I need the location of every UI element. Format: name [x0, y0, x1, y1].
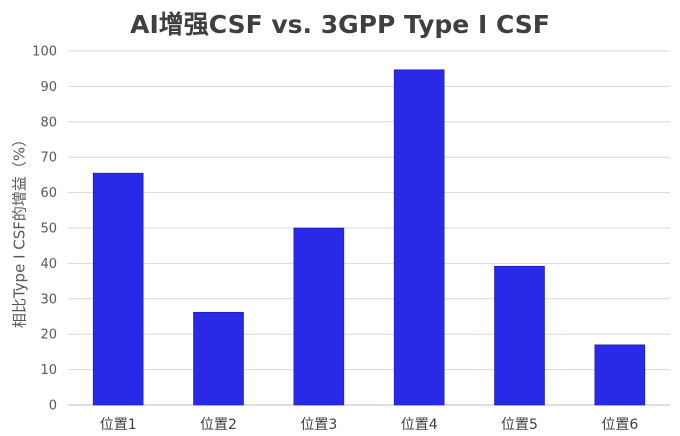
x-tick-label: 位置2: [200, 417, 237, 433]
y-tick-label: 30: [40, 292, 57, 307]
x-axis-ticks: 位置1 位置2 位置3 位置4 位置5 位置6: [100, 417, 639, 433]
x-tick-label: 位置3: [300, 417, 337, 433]
y-tick-label: 60: [40, 186, 57, 201]
bars: [92, 69, 646, 406]
bar: [594, 344, 646, 406]
y-tick-label: 100: [32, 45, 57, 60]
y-tick-label: 20: [40, 328, 57, 343]
y-tick-label: 10: [40, 363, 57, 378]
x-tick-label: 位置6: [601, 417, 638, 433]
y-tick-label: 80: [40, 115, 57, 130]
y-tick-label: 90: [40, 80, 57, 95]
bar: [393, 69, 445, 406]
gridlines: [68, 50, 670, 406]
y-tick-label: 0: [49, 399, 57, 414]
bar: [293, 227, 345, 406]
y-tick-label: 40: [40, 257, 57, 272]
x-tick-label: 位置5: [501, 417, 538, 433]
x-tick-label: 位置4: [401, 417, 438, 433]
bar: [92, 172, 144, 406]
y-tick-label: 50: [40, 222, 57, 237]
y-tick-label: 70: [40, 151, 57, 166]
bar: [193, 311, 244, 406]
chart-title: AI增强CSF vs. 3GPP Type I CSF: [130, 10, 550, 39]
bar: [494, 265, 545, 406]
x-tick-label: 位置1: [100, 417, 137, 433]
y-axis-ticks: 0 10 20 30 40 50 60 70 80 90 100: [32, 45, 57, 414]
